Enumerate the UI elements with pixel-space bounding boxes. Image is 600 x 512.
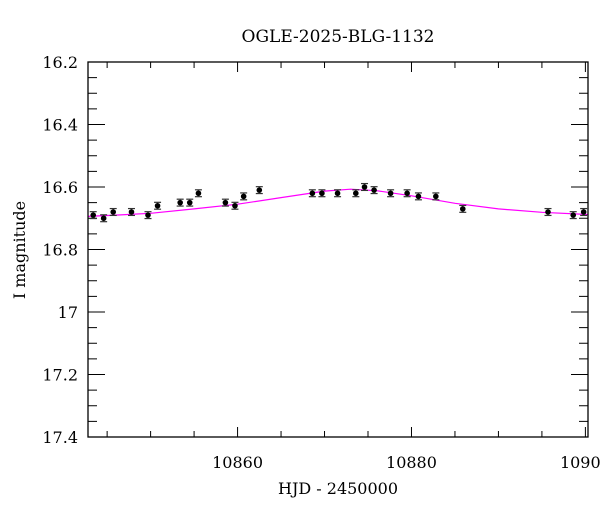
- axes: 10860 10880 10900 16.2 16.4 16.6 16.8 17 17.2 17.…: [42, 53, 600, 472]
- point-marker: [145, 212, 151, 218]
- y-axis-label: I magnitude: [10, 201, 29, 299]
- point-marker: [545, 209, 551, 215]
- point-marker: [319, 190, 325, 197]
- data-point: [154, 201, 162, 210]
- point-marker: [387, 190, 394, 197]
- data-point: [580, 207, 588, 217]
- data-point: [403, 189, 411, 198]
- point-marker: [580, 209, 587, 215]
- data-point: [370, 186, 378, 195]
- point-marker: [90, 212, 97, 218]
- x-tick-label: 10860: [212, 453, 263, 472]
- point-marker: [222, 199, 229, 206]
- data-point: [186, 198, 194, 207]
- data-point: [194, 189, 202, 198]
- data-point: [109, 207, 117, 217]
- point-marker: [256, 187, 263, 193]
- data-point: [144, 211, 152, 220]
- data-point: [387, 189, 395, 198]
- point-marker: [570, 212, 577, 218]
- point-marker: [433, 193, 439, 200]
- point-marker: [186, 199, 193, 206]
- point-marker: [361, 184, 368, 190]
- point-marker: [334, 190, 341, 197]
- y-tick-label: 16.6: [42, 178, 78, 197]
- data-point: [100, 214, 108, 223]
- data-point: [176, 198, 184, 207]
- data-point: [414, 192, 422, 201]
- point-marker: [459, 206, 466, 212]
- point-marker: [353, 190, 359, 197]
- data-point: [352, 189, 360, 198]
- y-tick-label: 16.4: [42, 116, 78, 135]
- point-marker: [415, 193, 422, 200]
- point-marker: [128, 209, 135, 215]
- data-point: [569, 211, 577, 220]
- data-point: [334, 189, 342, 198]
- data-point: [459, 204, 467, 213]
- x-tick-label: 10900: [560, 453, 600, 472]
- y-tick-label: 17.2: [42, 366, 78, 385]
- data-point: [308, 189, 316, 198]
- y-tick-label: 16.2: [42, 53, 78, 72]
- point-marker: [404, 190, 410, 197]
- point-marker: [309, 190, 316, 197]
- chart-title: OGLE-2025-BLG-1132: [242, 27, 435, 47]
- data-point: [221, 198, 229, 207]
- data-points: [89, 182, 588, 223]
- y-tick-label: 17.4: [42, 428, 78, 447]
- data-point: [544, 207, 552, 217]
- data-point: [89, 211, 97, 220]
- y-tick-label: 17: [58, 303, 78, 322]
- point-marker: [177, 199, 183, 206]
- point-marker: [371, 187, 377, 193]
- x-axis-label: HJD - 2450000: [278, 479, 398, 498]
- plot-frame: [87, 61, 589, 438]
- data-point: [318, 189, 326, 198]
- data-point: [127, 207, 135, 217]
- point-marker: [195, 190, 202, 197]
- data-point: [255, 186, 263, 195]
- point-marker: [100, 215, 107, 222]
- data-point: [432, 192, 440, 201]
- point-marker: [154, 202, 161, 209]
- data-point: [231, 201, 239, 210]
- point-marker: [232, 202, 238, 209]
- point-marker: [240, 193, 247, 200]
- y-tick-label: 16.8: [42, 241, 78, 260]
- data-point: [361, 182, 369, 192]
- point-marker: [110, 209, 117, 215]
- data-point: [240, 192, 248, 201]
- x-tick-label: 10880: [386, 453, 437, 472]
